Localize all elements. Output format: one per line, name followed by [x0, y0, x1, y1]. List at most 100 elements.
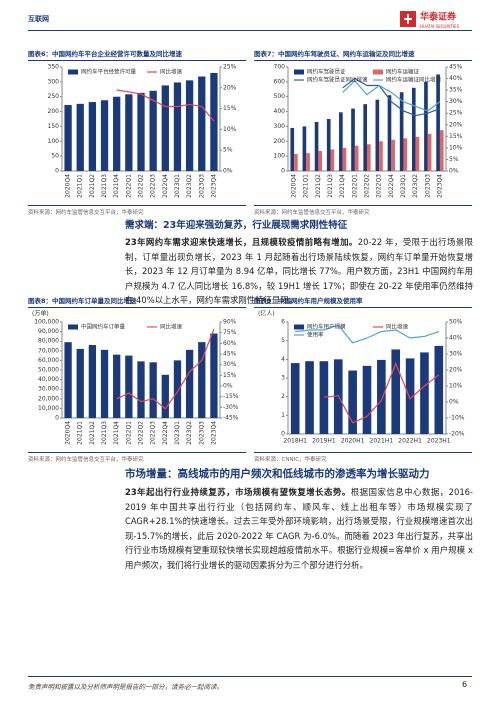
figure-source: 资料来源：网约车监管信息交互平台，华泰研究	[28, 205, 246, 216]
page-number: 6	[462, 680, 468, 689]
x-tick-label: 2020Q4	[65, 421, 72, 445]
y2-tick-label: 15%	[449, 133, 463, 140]
figure: 图表8：中国网约车订单量及同比增速 (万单) 0 10,000 20,000 30,000…	[28, 295, 246, 463]
line	[295, 324, 440, 344]
bar	[185, 80, 194, 171]
y-axis-label: (亿人)	[258, 310, 275, 318]
x-tick-label: 2021Q4	[339, 174, 346, 198]
x-tick-label: 2023H1	[427, 438, 451, 445]
y2-tick-label: 25%	[449, 110, 463, 117]
legend-label: 网约车驾驶员证	[307, 68, 346, 76]
y2-tick-label: 25%	[223, 64, 237, 71]
y-tick-label: 2	[281, 393, 285, 400]
bar	[436, 74, 440, 171]
bar	[290, 363, 300, 434]
y-tick-label: 0	[281, 431, 285, 438]
bar	[210, 333, 218, 418]
y2-tick-label: 30%	[449, 351, 463, 358]
line	[116, 89, 215, 122]
y-tick-label: 90,000	[38, 328, 59, 335]
x-tick-label: 2023Q4	[210, 174, 217, 198]
figure-source: 资料来源：网约车监管信息交互平台，华泰研究	[254, 205, 472, 216]
legend-label: 网约车用户规模	[307, 323, 346, 331]
legend-label: 网约车驾驶员证同比增速	[307, 76, 368, 84]
bar	[439, 130, 444, 171]
y2-tick-label: 35%	[449, 87, 463, 94]
x-tick-label: 2023Q2	[412, 174, 419, 198]
bar	[88, 345, 97, 418]
x-tick-label: 2021Q1	[77, 174, 84, 198]
bar	[173, 360, 182, 418]
y2-tick-label: 45%	[449, 64, 463, 71]
bar	[375, 99, 380, 171]
body: 根据国家信息中心数据，2016-2019 年中国共享出行行业（包括网约车、顺风车…	[125, 487, 473, 570]
legend-label: 网约车运输证	[386, 68, 420, 76]
section: 需求端：23年迎来强劲复苏，行业展现需求刚性特征 23年网约车需求迎来快速增长，…	[125, 217, 473, 308]
x-tick-label: 2022H1	[398, 438, 422, 445]
x-tick-label: 2023Q3	[424, 174, 431, 198]
line	[323, 361, 440, 424]
bar	[391, 349, 401, 434]
x-tick-label: 2022Q1	[351, 174, 358, 198]
y2-tick-label: -30%	[223, 404, 239, 411]
x-tick-label: 2021Q4	[113, 421, 120, 445]
bar	[290, 127, 295, 171]
x-tick-label: 2022Q4	[388, 174, 395, 198]
figure-caption: 中国网约车平台企业经营许可数量及同比增速	[52, 50, 183, 58]
header-rule	[28, 30, 472, 31]
y2-tick-label: 50%	[449, 319, 463, 326]
x-tick-label: 2022Q3	[150, 174, 157, 198]
x-tick-label: 2018H1	[283, 438, 307, 445]
x-tick-label: 2020Q4	[65, 174, 72, 198]
x-tick-label: 2023Q3	[198, 421, 205, 445]
y-tick-label: 0	[55, 415, 59, 422]
bar	[420, 352, 429, 434]
section: 市场增量：高线城市的用户频次和低线城市的渗透率为增长驱动力 23年起出行行业持续…	[125, 466, 473, 572]
line	[116, 328, 215, 410]
bar	[64, 342, 72, 418]
legend-label: 同比增速	[160, 68, 183, 76]
legend-swatch	[68, 69, 78, 75]
bar	[149, 362, 157, 418]
y-tick-label: 350	[48, 64, 60, 71]
chart: 0 100 200 300 400 500 600 700 0% 5% 10% 15% 20% 25% 30…	[274, 64, 463, 198]
paragraph: 23年起出行行业持续复苏，市场规模有望恢复增长态势。根据国家信息中心数据，201…	[125, 485, 473, 572]
y-tick-label: 300	[48, 78, 60, 85]
x-tick-label: 2020Q4	[291, 174, 298, 198]
x-tick-label: 2023Q2	[186, 174, 193, 198]
y-tick-label: 50,000	[38, 367, 59, 374]
figure-title: 图表6：中国网约车平台企业经营许可数量及同比增速	[28, 48, 246, 61]
x-tick-label: 2020H1	[341, 438, 365, 445]
x-tick-label: 2022Q4	[162, 174, 169, 198]
chart: (亿人) 0 1 2 3 4 5 6 -20% -10% 0% 10% 20% 30% 40% 50% 2018…	[258, 310, 465, 445]
bar	[379, 141, 383, 171]
logo: 华泰证券 HUATAI SECURITIES	[400, 11, 460, 29]
x-tick-label: 2022Q3	[376, 174, 383, 198]
section-heading: 市场增量：高线城市的用户频次和低线城市的渗透率为增长驱动力	[125, 468, 430, 480]
x-tick-label: 2021Q2	[89, 174, 96, 198]
bar	[137, 92, 145, 171]
chart: 0 50 100 150 200 250 300 350 0% 5% 10% 15% 20% 25% 202…	[48, 64, 237, 198]
legend-label: 同比增速	[386, 323, 409, 331]
section-tag: 互联网	[28, 15, 49, 23]
y2-tick-label: 0%	[449, 168, 459, 175]
x-tick-label: 2021H1	[370, 438, 394, 445]
y-tick-label: 600	[274, 78, 286, 85]
figure-label: 图表8：	[28, 297, 53, 305]
y2-tick-label: 45%	[223, 351, 237, 358]
y-tick-label: 4	[281, 356, 285, 363]
bar	[411, 87, 416, 171]
x-tick-label: 2021Q1	[303, 174, 310, 198]
bar	[149, 90, 157, 171]
legend-swatch	[68, 324, 78, 330]
lead: 23年起出行行业持续复苏，市场规模有望恢复增长态势。	[125, 487, 351, 497]
y-tick-label: 300	[274, 123, 286, 130]
x-tick-label: 2021Q3	[101, 421, 108, 445]
logo-mark	[404, 14, 412, 24]
figure: 图表9：中国网约车用户规模及使用率 (亿人) 0 1 2 3 4 5 6 -20% -10% 0% 10…	[254, 295, 472, 463]
y-tick-label: 200	[48, 108, 60, 115]
figure-caption: 中国网约车驾驶员证、网约车运输证及同比增速	[278, 50, 415, 58]
y-tick-label: 50	[51, 153, 59, 160]
x-tick-label: 2023Q3	[198, 174, 205, 198]
y2-tick-label: 15%	[223, 372, 237, 379]
